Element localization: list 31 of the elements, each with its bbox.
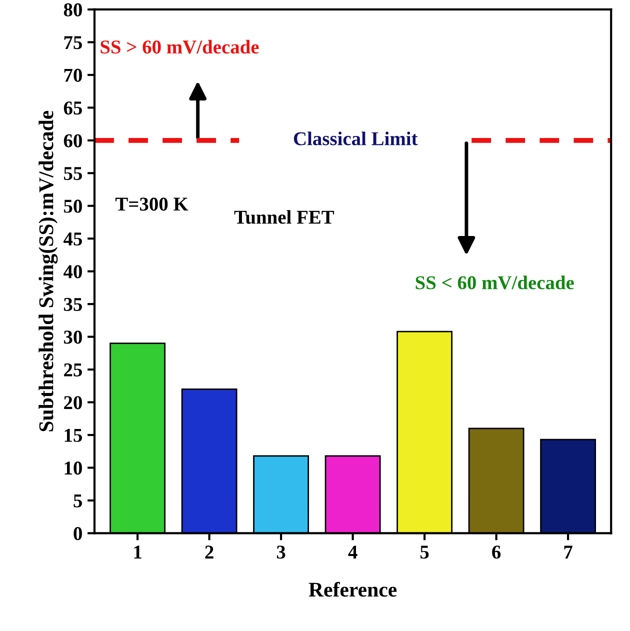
y-tick-label: 50	[64, 200, 82, 213]
annotation: T=300 K	[115, 198, 188, 211]
y-tick-label: 80	[64, 3, 82, 16]
y-tick-label: 60	[64, 134, 82, 148]
y-tick-label: 5	[74, 494, 82, 508]
ref-line-label: Classical Limit	[294, 132, 418, 146]
x-tick-label: 2	[205, 546, 214, 558]
y-tick-label: 55	[64, 167, 82, 180]
y-tick-label: 75	[64, 36, 82, 50]
annotation: Tunnel FET	[234, 210, 334, 224]
x-tick-label: 6	[492, 546, 501, 559]
annotation: SS > 60 mV/decade	[100, 40, 259, 54]
x-tick-label: 3	[276, 546, 286, 559]
y-tick-label: 35	[64, 298, 82, 311]
y-tick-label: 65	[64, 102, 82, 115]
y-tick-label: 15	[64, 428, 82, 442]
y-tick-label: 45	[64, 232, 82, 246]
x-axis-title: Reference	[308, 582, 397, 597]
x-tick-label: 1	[134, 546, 142, 558]
annotation: SS < 60 mV/decade	[416, 276, 574, 290]
y-tick-label: 0	[74, 527, 82, 540]
y-tick-label: 25	[64, 363, 82, 376]
y-tick-label: 10	[64, 462, 82, 475]
x-tick-label: 4	[348, 546, 358, 558]
y-axis-title: Subthreshold Swing(SS):mV/decade	[38, 110, 58, 432]
y-tick-label: 40	[64, 265, 82, 278]
x-tick-label: 7	[564, 546, 572, 558]
y-tick-label: 30	[64, 330, 82, 344]
x-tick-label: 5	[420, 546, 429, 559]
y-tick-label: 20	[64, 396, 82, 410]
y-tick-label: 70	[64, 68, 82, 82]
